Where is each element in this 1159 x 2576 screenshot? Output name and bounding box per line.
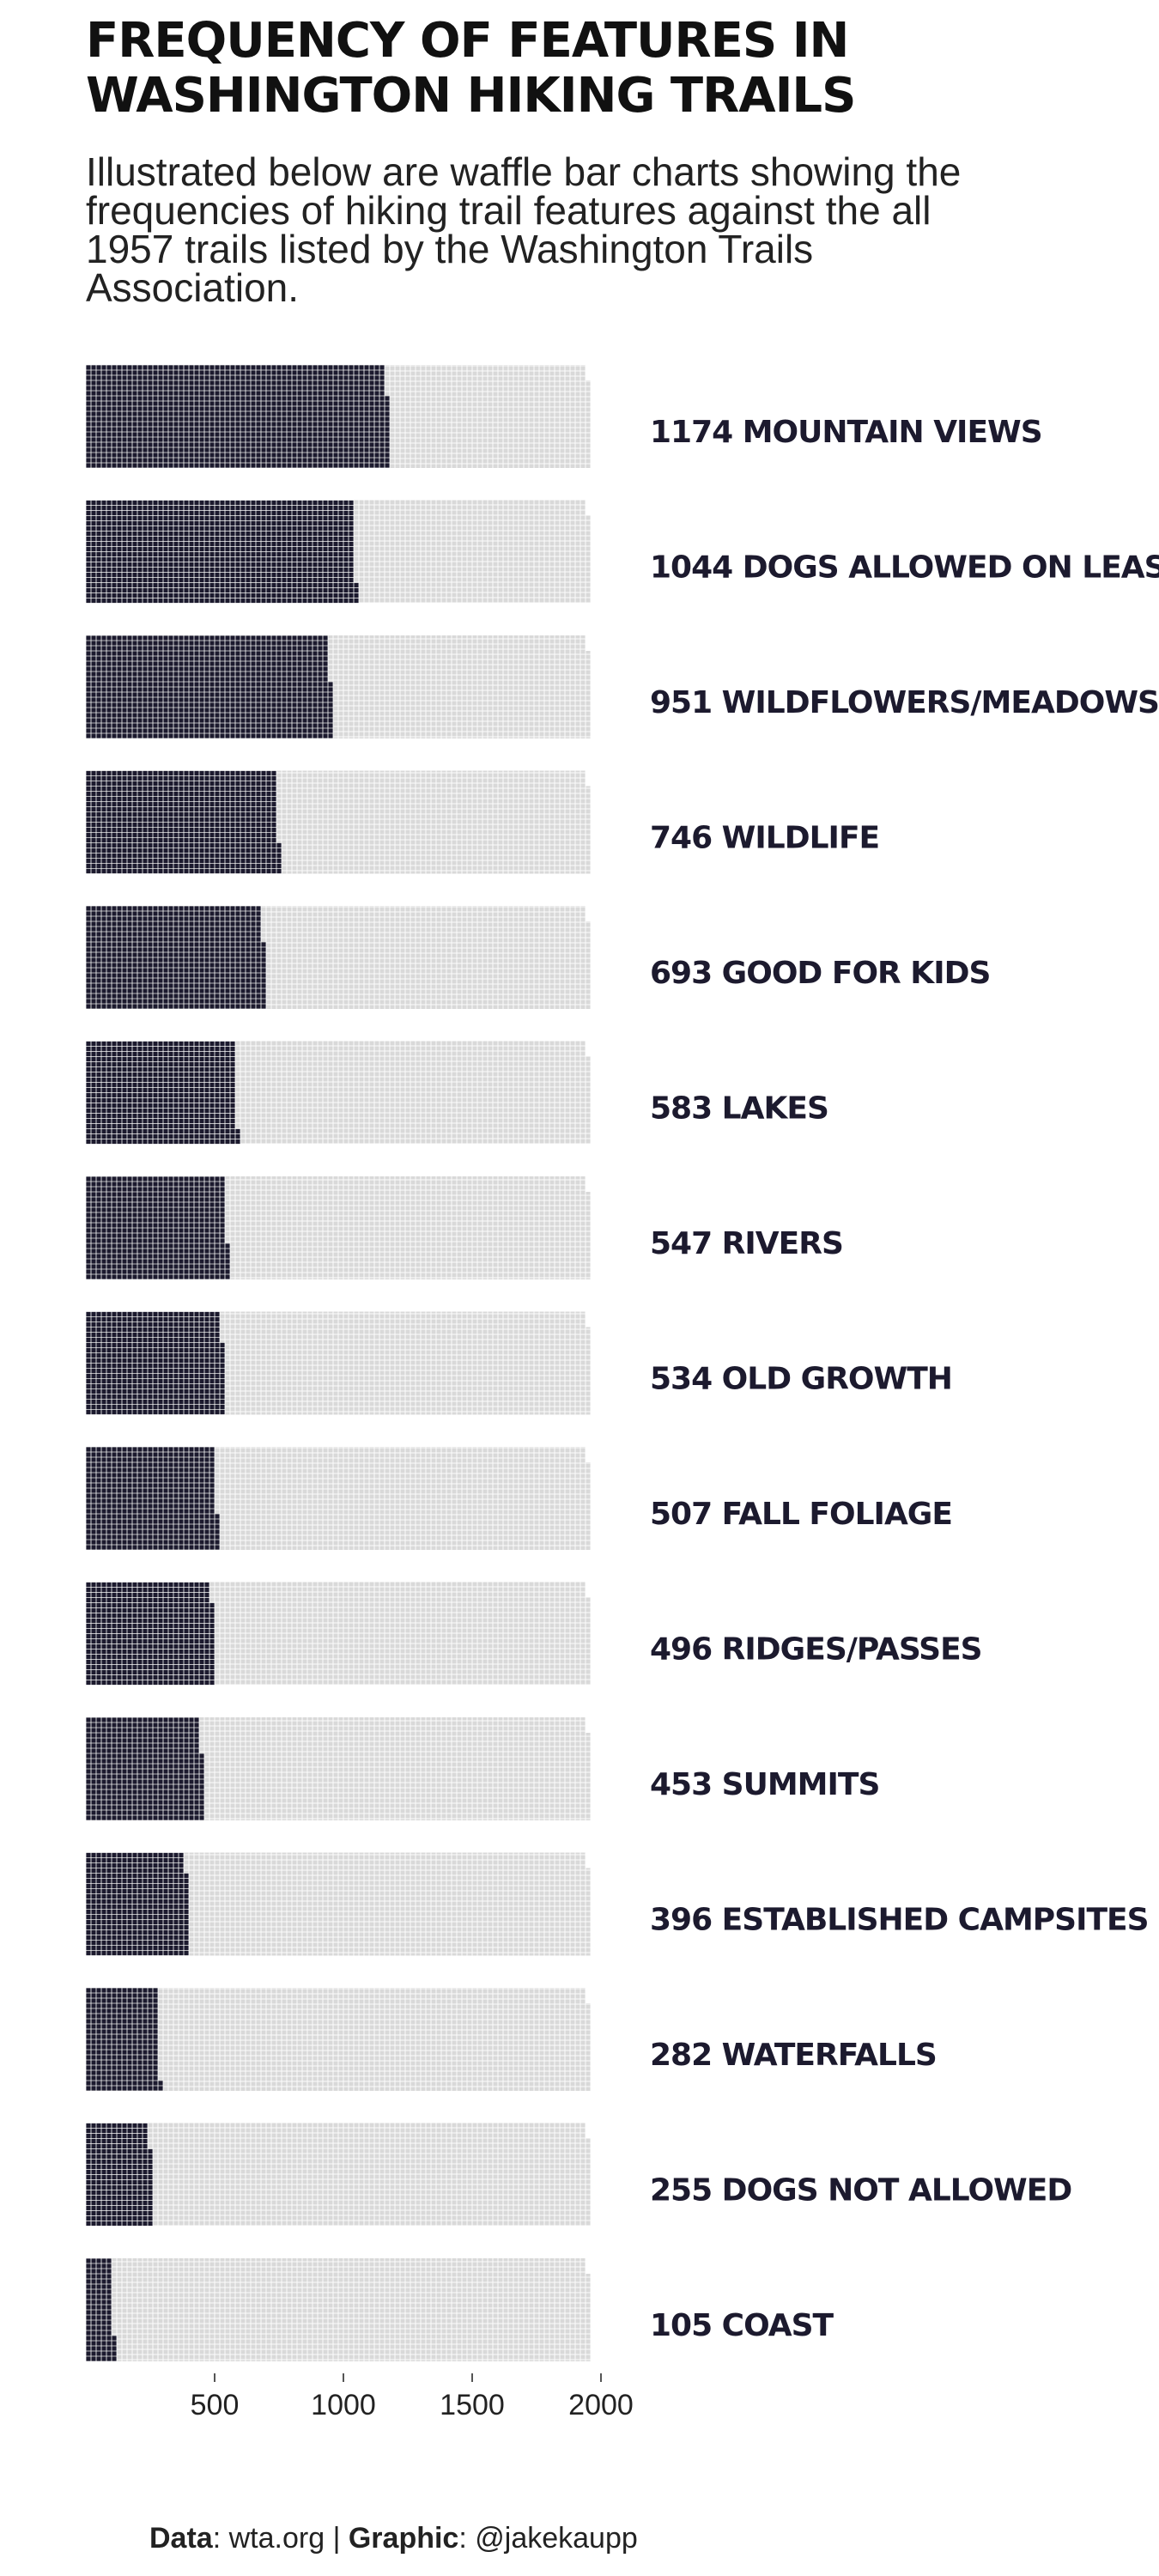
waffle-total-cells-partial [586,1462,591,1550]
x-tick-label: 2000 [568,2389,634,2421]
waffle-total-cells [86,635,586,738]
waffle-filled-cells [86,770,282,874]
bar-label-dogs-allowed-on-leash: 1044 DOGS ALLOWED ON LEASH [650,550,1159,586]
waffle-total-cells-partial [586,921,591,1009]
waffle-filled-cells [86,1852,189,1956]
bar-label-wildflowers-meadows: 951 WILDFLOWERS/MEADOWS [650,685,1159,720]
waffle-bar-coast: 105 COAST [86,2258,835,2361]
bar-label-waterfalls: 282 WATERFALLS [650,2038,937,2073]
caption-separator: | [332,2522,341,2555]
waffle-total-cells-partial [586,651,591,738]
waffle-filled-cells [86,2123,153,2227]
waffle-bar-ridges-passes: 496 RIDGES/PASSES [86,1582,983,1686]
waffle-bar-dogs-not-allowed: 255 DOGS NOT ALLOWED [86,2123,1072,2227]
waffle-total-cells [86,906,586,1009]
waffle-total-cells-partial [586,380,591,468]
caption-data-source: wta.org [228,2522,325,2555]
waffle-bar-chart: 1174 MOUNTAIN VIEWS 1044 DOGS ALLOWED ON … [86,365,1159,2421]
waffle-filled-cells [86,1041,240,1145]
waffle-filled-cells [86,1988,163,2091]
bar-label-mountain-views: 1174 MOUNTAIN VIEWS [650,415,1042,450]
waffle-bar-wildlife: 746 WILDLIFE [86,770,880,874]
waffle-total-cells [86,1582,586,1686]
waffle-filled-cells [86,906,266,1009]
chart-title: FREQUENCY OF FEATURES IN WASHINGTON HIKI… [86,13,856,124]
waffle-total-cells-partial [586,2138,591,2227]
waffle-bar-established-campsites: 396 ESTABLISHED CAMPSITES [86,1852,1150,1956]
waffle-bar-good-for-kids: 693 GOOD FOR KIDS [86,906,991,1009]
waffle-total-cells-partial [586,1733,591,1820]
waffle-total-cells [86,2258,586,2361]
bar-label-summits: 453 SUMMITS [650,1767,879,1802]
waffle-total-cells [86,500,586,604]
waffle-total-cells [86,1988,586,2091]
caption-graphic-label: Graphic [348,2522,459,2555]
x-tick-label: 500 [191,2389,240,2421]
waffle-total-cells [86,770,586,874]
x-tick-label: 1500 [440,2389,505,2421]
chart-subtitle: Illustrated below are waffle bar charts … [86,149,962,310]
waffle-filled-cells [86,2258,117,2361]
bar-label-rivers: 547 RIVERS [650,1226,843,1261]
waffle-bar-lakes: 583 LAKES [86,1041,829,1145]
waffle-total-cells [86,1176,586,1279]
waffle-total-cells-partial [586,1327,591,1415]
waffle-filled-cells [86,365,390,468]
bar-label-old-growth: 534 OLD GROWTH [650,1362,952,1397]
waffle-filled-cells [86,1311,225,1415]
waffle-bar-fall-foliage: 507 FALL FOLIAGE [86,1447,953,1550]
waffle-filled-cells [86,1176,230,1279]
x-axis: 500 1000 1500 2000 [191,2373,634,2421]
waffle-total-cells [86,1041,586,1145]
waffle-bar-summits: 453 SUMMITS [86,1717,880,1820]
waffle-total-cells [86,1447,586,1550]
caption-data-label: Data [149,2522,213,2555]
bar-label-dogs-not-allowed: 255 DOGS NOT ALLOWED [650,2173,1071,2208]
waffle-bar-waterfalls: 282 WATERFALLS [86,1988,938,2091]
waffle-total-cells-partial [586,1597,591,1686]
waffle-total-cells-partial [586,1056,591,1145]
waffle-total-cells-partial [586,2003,591,2091]
waffle-total-cells-partial [586,1868,591,1956]
bar-label-fall-foliage: 507 FALL FOLIAGE [650,1497,952,1532]
bar-label-wildlife: 746 WILDLIFE [650,821,879,856]
caption-graphic-author: @jakekaupp [475,2522,638,2555]
bar-label-lakes: 583 LAKES [650,1091,828,1127]
x-tick-label: 1000 [311,2389,376,2421]
waffle-bar-wildflowers-meadows: 951 WILDFLOWERS/MEADOWS [86,635,1159,738]
waffle-total-cells-partial [586,1192,591,1279]
bar-label-coast: 105 COAST [650,2308,834,2343]
waffle-total-cells [86,1311,586,1415]
waffle-bar-dogs-allowed-on-leash: 1044 DOGS ALLOWED ON LEASH [86,500,1159,604]
waffle-filled-cells [86,500,359,604]
waffle-total-cells-partial [586,515,591,604]
waffle-total-cells [86,1852,586,1956]
waffle-bar-old-growth: 534 OLD GROWTH [86,1311,953,1415]
waffle-filled-cells [86,635,333,738]
waffle-filled-cells [86,1582,215,1686]
waffle-total-cells-partial [586,786,591,874]
caption: Data: wta.org | Graphic: @jakekaupp [149,2522,638,2555]
waffle-bar-mountain-views: 1174 MOUNTAIN VIEWS [86,365,1043,468]
bar-label-ridges-passes: 496 RIDGES/PASSES [650,1632,982,1668]
waffle-bar-rivers: 547 RIVERS [86,1176,844,1279]
waffle-filled-cells [86,1447,220,1550]
waffle-total-cells-partial [586,2274,591,2361]
waffle-total-cells [86,2123,586,2227]
bar-label-good-for-kids: 693 GOOD FOR KIDS [650,956,990,991]
bar-label-established-campsites: 396 ESTABLISHED CAMPSITES [650,1903,1149,1938]
waffle-total-cells [86,1717,586,1820]
waffle-total-cells [86,365,586,468]
waffle-filled-cells [86,1717,204,1820]
